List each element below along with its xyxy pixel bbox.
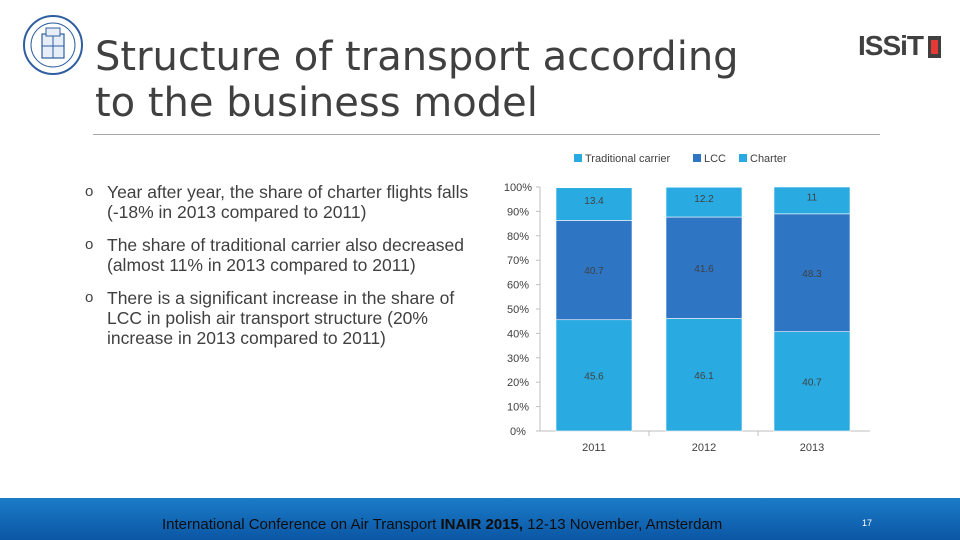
bullet-text: Year after year, the share of charter fl… [107, 182, 469, 222]
issit-logo-text: ISSiT [858, 30, 924, 61]
bar-segment [555, 319, 633, 432]
bullet-marker: o [85, 236, 94, 253]
bullet-text: There is a significant increase in the s… [107, 288, 455, 348]
y-tick-label: 60% [507, 280, 529, 292]
legend-label: LCC [704, 153, 726, 165]
bar-data-label: 40.7 [584, 266, 604, 277]
bullet-item: o There is a significant increase in the… [85, 288, 480, 348]
bullet-marker: o [85, 183, 94, 200]
bar-data-label: 40.7 [802, 377, 822, 388]
bar-data-label: 13.4 [584, 196, 604, 207]
bullet-text: The share of traditional carrier also de… [107, 235, 464, 275]
bar-segment [555, 187, 633, 221]
bullet-item: o Year after year, the share of charter … [85, 182, 480, 222]
y-tick-label: 90% [507, 206, 529, 218]
y-tick-label: 20% [507, 377, 529, 389]
y-tick-label: 10% [507, 402, 529, 414]
bullet-list: o Year after year, the share of charter … [85, 182, 480, 361]
legend-label: Charter [750, 153, 787, 165]
bullet-marker: o [85, 289, 94, 306]
issit-logo: ISSiT [858, 30, 941, 66]
bar-segment [555, 220, 633, 321]
logo-mark-icon [928, 36, 941, 58]
legend-swatch [574, 154, 582, 162]
legend-swatch [739, 154, 747, 162]
slide-title-line-1: Structure of transport according [95, 34, 739, 80]
y-tick-label: 80% [507, 231, 529, 243]
bar-segment [665, 186, 743, 218]
legend-swatch [693, 154, 701, 162]
footer-text: International Conference on Air Transpor… [162, 516, 722, 533]
bar-data-label: 45.6 [584, 371, 604, 382]
bar-data-label: 12.2 [694, 194, 714, 205]
x-tick-label: 2011 [582, 442, 606, 454]
y-tick-label: 100% [504, 182, 532, 194]
slide-title-line-2: to the business model [95, 80, 538, 126]
bar-segment [773, 186, 851, 215]
bar-data-label: 46.1 [694, 371, 714, 382]
page-number: 17 [862, 518, 873, 528]
y-tick-label: 70% [507, 255, 529, 267]
legend-label: Traditional carrier [585, 153, 671, 165]
footer-suffix: 12-13 November, Amsterdam [523, 516, 723, 533]
footer-prefix: International Conference on Air Transpor… [162, 516, 441, 533]
bar-data-label: 48.3 [802, 269, 822, 280]
x-tick-label: 2012 [692, 442, 716, 454]
bar-segment [773, 331, 851, 432]
bullet-item: o The share of traditional carrier also … [85, 235, 480, 275]
title-divider [93, 134, 880, 135]
stacked-bar-chart: 0% 10% 20% 30% 40% 50% 60% 70% 80% 90% 100% 45.6 40.… [504, 153, 870, 454]
bar-segment [665, 318, 743, 432]
slide-title: Structure of transport according to the … [95, 34, 795, 126]
bar-segment [665, 216, 743, 319]
footer-bar [0, 498, 960, 540]
y-tick-label: 30% [507, 353, 529, 365]
y-tick-label: 50% [507, 304, 529, 316]
y-tick-label: 40% [507, 328, 529, 340]
x-tick-label: 2013 [800, 442, 824, 454]
bar-data-label: 11 [807, 192, 818, 203]
y-tick-label: 0% [510, 426, 526, 438]
university-seal-icon [23, 15, 83, 75]
footer-bold: INAIR 2015, [440, 516, 524, 533]
bar-data-label: 41.6 [694, 264, 714, 275]
